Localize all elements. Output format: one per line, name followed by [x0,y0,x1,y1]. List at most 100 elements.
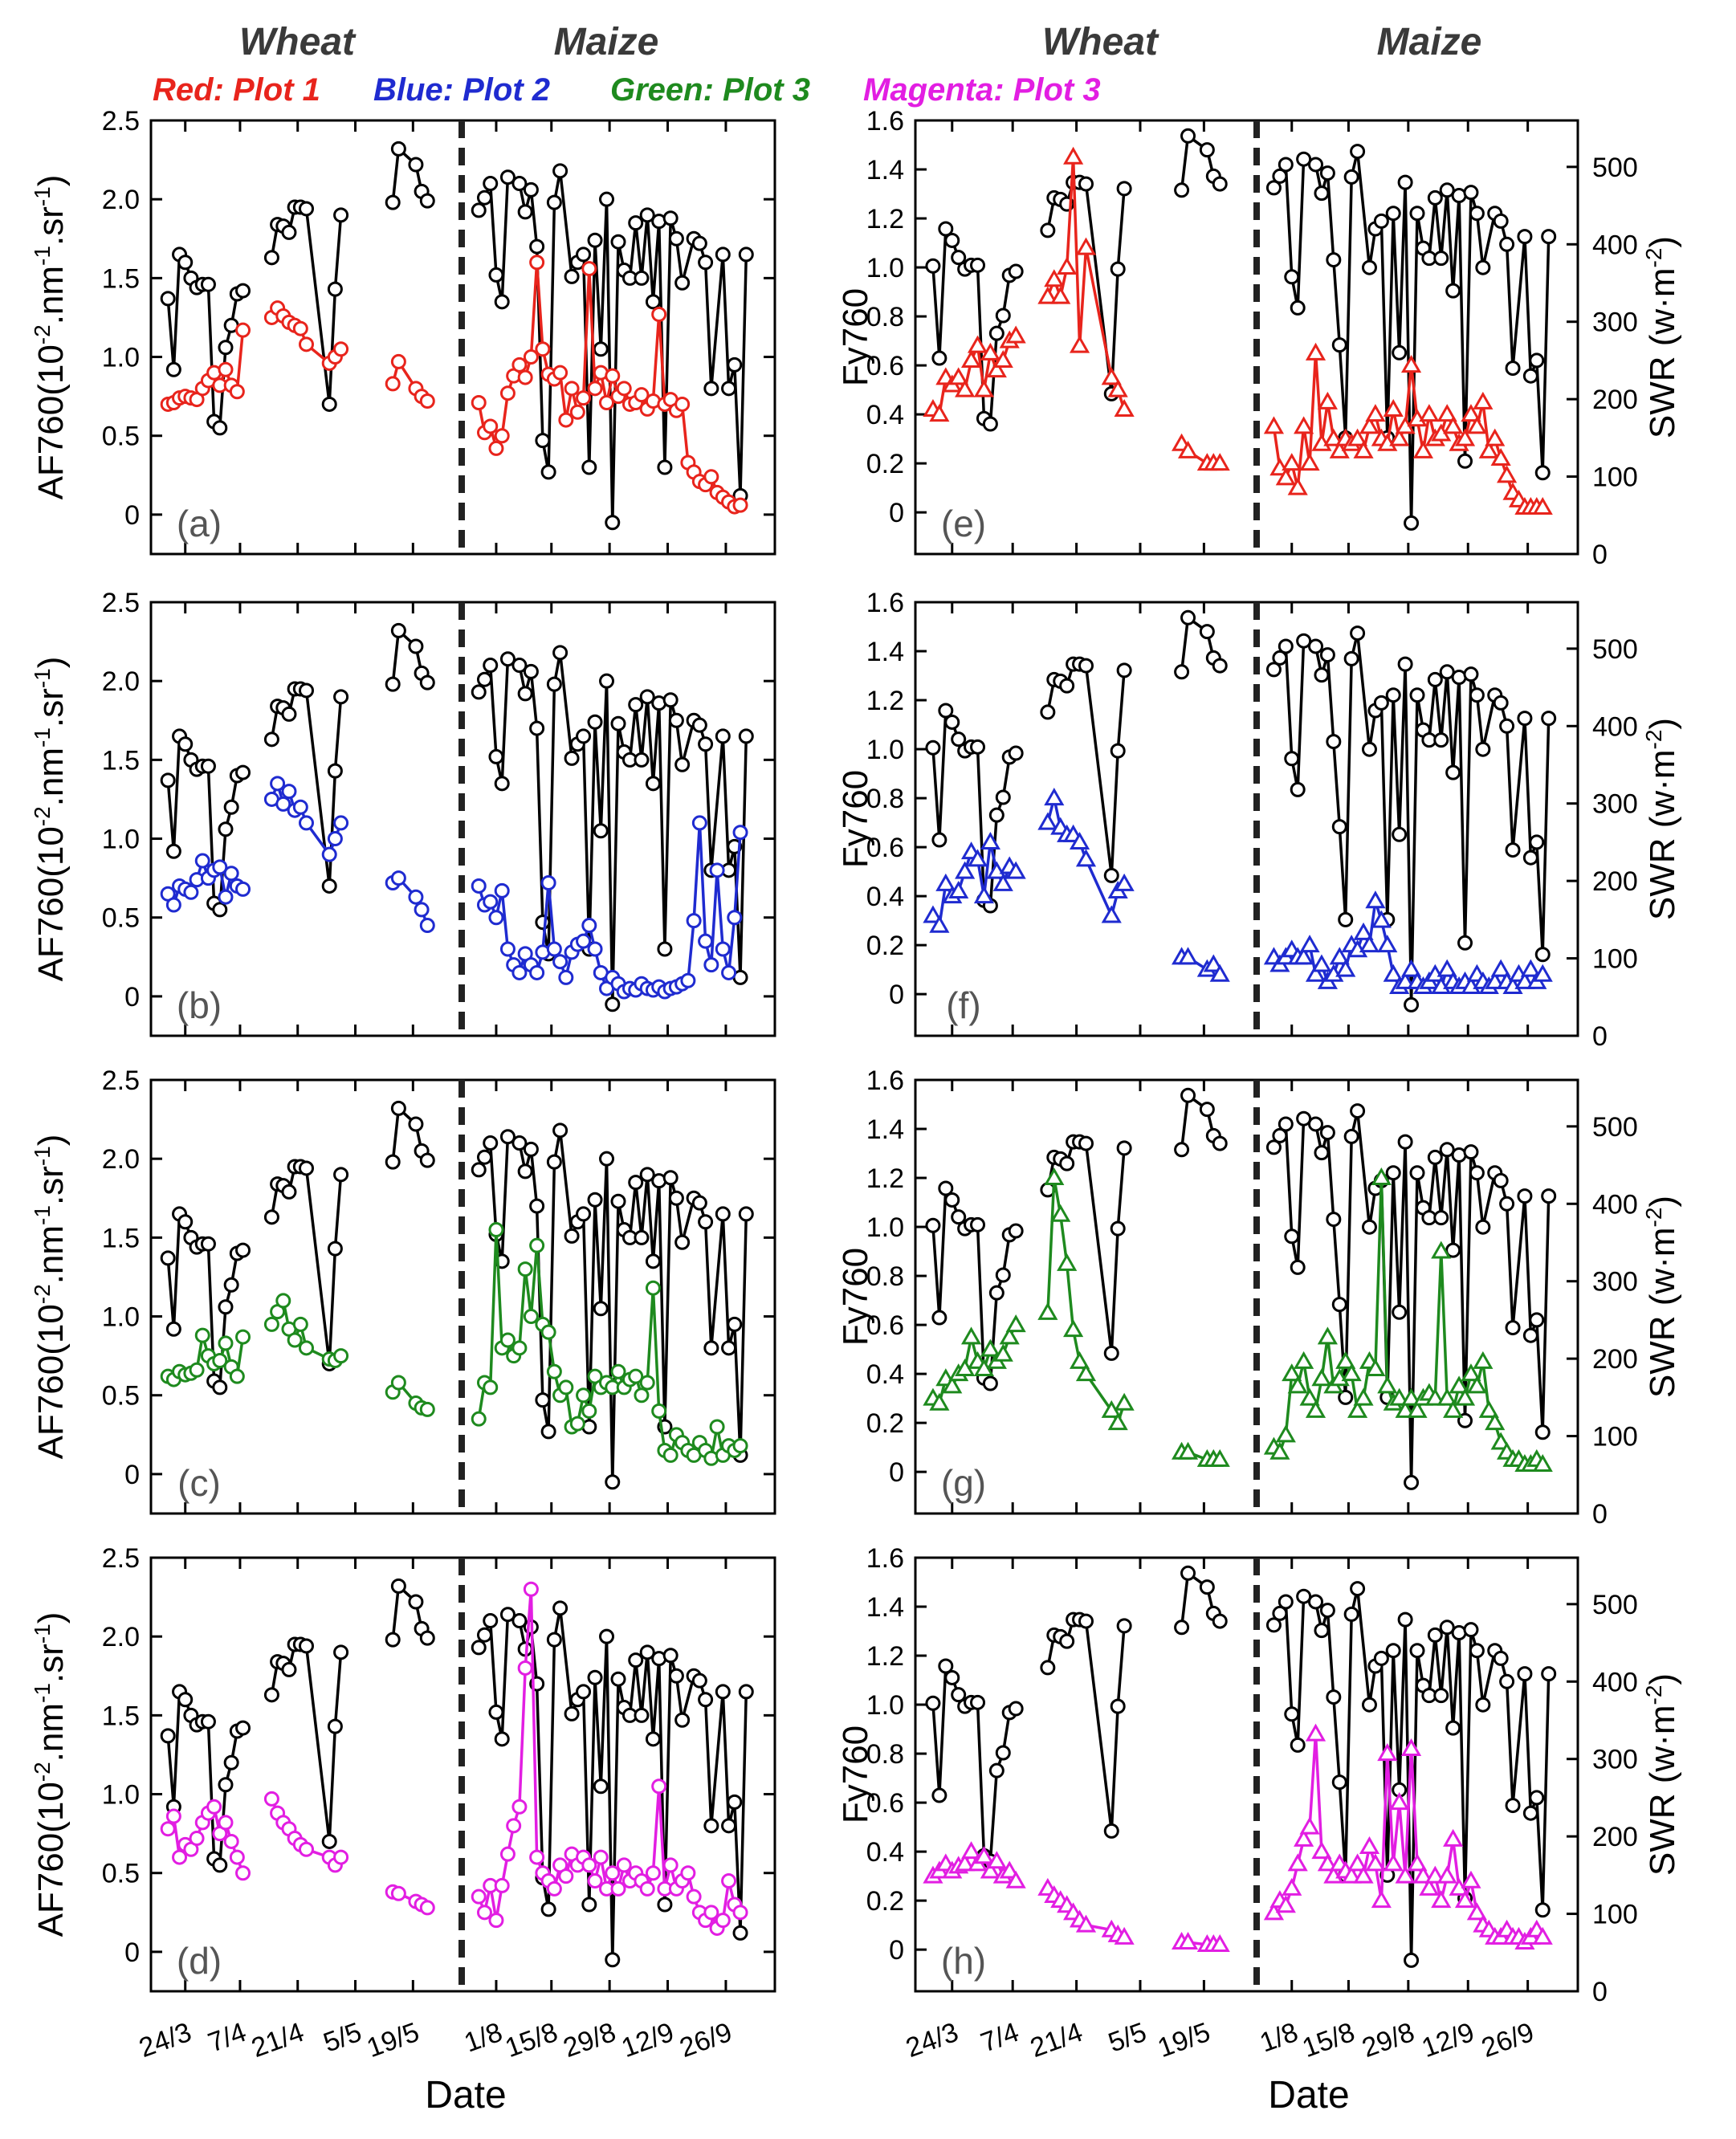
plot-series-maize-marker [517,369,533,385]
swr-series-maize-marker [1404,1952,1420,1968]
plot-series-maize-marker [499,1846,516,1862]
swr-series-wheat-marker [1040,1660,1056,1676]
black-series-maize-marker [657,459,673,475]
black-series-maize-marker [691,235,707,251]
x-tick-label: 26/9 [675,2017,736,2064]
plot-series-maize-marker [651,1403,667,1419]
swr-series-wheat-line [931,223,1017,427]
swr-series-wheat-marker [1116,1618,1132,1634]
black-series-wheat-marker [160,1250,176,1266]
y-axis-title-part: -1 [30,727,55,748]
black-series-wheat-marker [281,706,297,722]
swr-series-maize-marker [1409,1165,1425,1181]
panel-label: (b) [177,984,222,1026]
plot-series-maize-marker [587,941,603,957]
y-axis-title-part: .nm [31,1225,71,1284]
legend-plot3-magenta: Magenta: Plot 3 [863,72,1101,108]
y2-tick-label: 0 [1592,1977,1608,2007]
swr-series-wheat-marker [951,250,967,266]
y-axis-title-part: AF760(10 [31,344,71,499]
plot-series-wheat-marker [212,1353,228,1369]
y2-tick-label: 500 [1592,1590,1638,1620]
swr-series-maize-marker [1361,1219,1377,1235]
swr-series-wheat-marker [944,714,960,730]
swr-series-maize-marker [1541,1188,1557,1204]
plot-series-maize-marker [558,1868,574,1884]
swr-series-maize-marker [1505,1798,1521,1814]
y-axis-title: AF760(10-2.nm-1.sr-1) [30,657,71,982]
black-series-maize-marker [476,1627,492,1643]
y-tick-label: 0 [889,498,904,528]
plot-series-maize-marker [645,1865,661,1881]
header-left-maize: Maize [554,21,659,63]
plot-series-wheat-marker [408,889,424,905]
x-tick-label: 7/4 [204,2017,250,2059]
black-series-maize-marker [605,996,621,1012]
plot-series-wheat-marker [223,866,239,882]
swr-series-maize-marker [1499,718,1515,734]
y2-tick-label: 200 [1592,1344,1638,1375]
black-series-maize-marker [727,356,743,373]
plot-series-wheat-marker [955,379,976,397]
swr-series-maize-marker [1469,687,1485,703]
x-tick-label: 15/8 [1298,2017,1359,2064]
swr-series-maize-marker [1392,344,1408,361]
swr-series-maize-marker [1265,1139,1282,1155]
plot-series-wheat-marker [390,870,406,886]
swr-series-wheat-marker [988,1762,1005,1778]
plot-series-wheat-marker [986,360,1007,378]
swr-series-wheat-marker [1212,1135,1228,1151]
plot-series-maize-marker [1490,1432,1511,1450]
black-series-maize-marker [517,1163,533,1180]
plot-series-maize-marker [488,910,504,926]
plot-series-wheat-marker [992,873,1013,891]
swr-series-wheat-marker [1199,1579,1215,1595]
plot-series-maize-marker [546,1880,562,1897]
y-tick-label: 1.2 [866,686,904,716]
black-series-maize-marker [668,1668,684,1684]
y-axis-title-part: ) [31,175,71,187]
swr-series-wheat-line [1046,1140,1126,1354]
plot-series-maize-marker [1287,1375,1308,1394]
y-tick-label: 2.0 [102,185,140,215]
y-axis-title-fy: Fy760 [836,1725,875,1823]
header-left-wheat: Wheat [239,21,357,63]
y2-tick-label: 200 [1592,385,1638,415]
plot-series-maize-marker [703,1905,719,1921]
y-tick-label: 1.0 [866,1690,904,1721]
black-series-maize-marker [471,684,487,700]
y-axis-title-part: -1 [30,1146,55,1166]
black-series-maize-marker [698,255,714,271]
black-series-maize-marker [540,1901,556,1917]
plot-series-wheat-marker [960,349,982,368]
plot-series-wheat-marker [1063,146,1084,165]
black-series-maize-marker [488,267,504,283]
plot-series-wheat-marker [1075,1914,1097,1933]
y-axis-title-part: .nm [31,748,71,806]
plot-series-maize-marker [1371,910,1392,928]
plot-series-wheat-marker [1177,1931,1199,1950]
plot-series-maize-marker [1400,959,1422,977]
black-series-wheat-marker [408,638,424,654]
y-tick-label: 0.6 [866,1788,904,1819]
plot-series-maize-marker [1359,416,1380,434]
black-series-wheat-marker [419,193,435,209]
swr-series-wheat-marker [1212,1613,1228,1629]
x-tick-label: 12/9 [617,2017,678,2064]
y2-axis-title-part: ) [1643,718,1682,730]
y2-tick-label: 100 [1592,462,1638,493]
plot-frame [914,1078,1579,1515]
plot-series-wheat-marker [1075,849,1097,867]
x-tick-label: 15/8 [501,2017,561,2064]
swr-series-wheat-marker [944,1192,960,1208]
y-tick-label: 0 [889,1457,904,1488]
plot-series-wheat-marker [1037,286,1058,304]
black-series-maize-marker [645,776,661,792]
black-series-maize-marker [605,515,621,531]
swr-series-maize-marker [1427,671,1443,687]
swr-series-wheat-marker [931,350,947,366]
swr-series-wheat-marker [1040,704,1056,720]
black-series-wheat-marker [218,1777,234,1793]
plot-series-wheat-marker [986,861,1007,879]
black-series-maize-marker [535,433,551,449]
